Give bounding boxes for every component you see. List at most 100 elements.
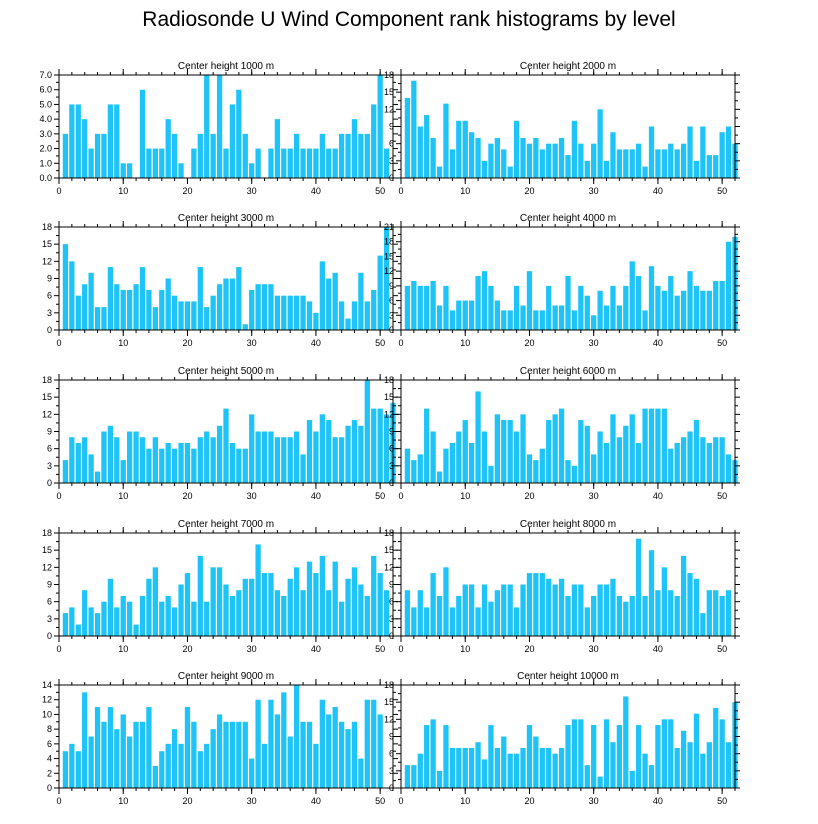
histogram-bar bbox=[191, 448, 197, 483]
histogram-bar bbox=[526, 143, 533, 178]
x-tick-label: 30 bbox=[589, 491, 599, 501]
histogram-bar bbox=[88, 607, 94, 636]
histogram-bar bbox=[94, 707, 101, 788]
histogram-bar bbox=[345, 133, 351, 178]
histogram-bar bbox=[332, 561, 338, 636]
histogram-bar bbox=[249, 163, 255, 178]
y-tick-label: 9 bbox=[47, 274, 52, 284]
histogram-panel: Center height 1000 m 0.0 1.0 2.0 3.0 4.0 5.0 6.… bbox=[39, 61, 398, 196]
histogram-bar bbox=[75, 442, 81, 483]
x-tick-label: 40 bbox=[653, 338, 663, 348]
histogram-bar bbox=[494, 300, 500, 330]
histogram-bar bbox=[120, 163, 126, 178]
histogram-bar bbox=[383, 227, 390, 330]
histogram-bar bbox=[152, 437, 158, 483]
histogram-bar bbox=[526, 725, 533, 788]
histogram-bar bbox=[371, 289, 377, 330]
histogram-bar bbox=[417, 126, 423, 178]
histogram-bar bbox=[513, 120, 520, 178]
histogram-bar bbox=[94, 307, 101, 330]
histogram-bar bbox=[584, 295, 590, 330]
histogram-bar bbox=[713, 707, 719, 788]
histogram-bar bbox=[178, 163, 184, 178]
histogram-bar bbox=[75, 751, 81, 788]
histogram-bar bbox=[680, 730, 687, 788]
histogram-bar bbox=[114, 104, 120, 178]
histogram-bar bbox=[229, 721, 236, 788]
histogram-bar bbox=[680, 555, 687, 636]
histogram-bar bbox=[229, 595, 236, 636]
x-tick-label: 0 bbox=[398, 338, 403, 348]
y-tick-label: 4.0 bbox=[39, 114, 52, 124]
histogram-bar bbox=[533, 460, 539, 483]
histogram-bar bbox=[210, 729, 216, 788]
y-tick-label: 18 bbox=[384, 528, 394, 538]
histogram-bar bbox=[700, 290, 706, 330]
histogram-bar bbox=[255, 699, 261, 788]
histogram-bar bbox=[706, 590, 712, 636]
histogram-bar bbox=[107, 578, 114, 636]
histogram-bar bbox=[539, 747, 545, 788]
histogram-bar bbox=[481, 271, 488, 330]
histogram-bar bbox=[591, 725, 597, 788]
histogram-bar bbox=[371, 555, 377, 636]
histogram-bar bbox=[623, 149, 629, 178]
histogram-bar bbox=[546, 143, 552, 178]
histogram-bar bbox=[332, 707, 338, 788]
histogram-bar bbox=[546, 420, 552, 483]
histogram-bar bbox=[591, 143, 597, 178]
x-tick-label: 0 bbox=[56, 186, 61, 196]
histogram-bar bbox=[210, 295, 216, 330]
x-tick-label: 40 bbox=[653, 796, 663, 806]
histogram-bar bbox=[242, 578, 248, 636]
histogram-bar bbox=[281, 295, 287, 330]
y-tick-label: 15 bbox=[42, 392, 52, 402]
histogram-bar bbox=[680, 143, 687, 178]
x-tick-label: 30 bbox=[589, 644, 599, 654]
histogram-bar bbox=[358, 133, 364, 178]
histogram-bar bbox=[287, 578, 293, 636]
histogram-bar bbox=[152, 148, 158, 178]
histogram-bar bbox=[274, 590, 281, 636]
histogram-bar bbox=[629, 595, 635, 636]
histogram-bar bbox=[693, 578, 700, 636]
histogram-bar bbox=[507, 166, 513, 178]
histogram-bar bbox=[184, 301, 191, 330]
histogram-bar bbox=[94, 133, 101, 178]
histogram-bar bbox=[578, 719, 584, 788]
histogram-bar bbox=[578, 285, 584, 330]
panel-title: Center height 2000 m bbox=[520, 61, 616, 72]
x-tick-label: 40 bbox=[653, 644, 663, 654]
histogram-bar bbox=[603, 305, 610, 330]
histogram-bar bbox=[88, 736, 94, 788]
histogram-bar bbox=[507, 310, 513, 330]
histogram-bar bbox=[584, 160, 590, 178]
histogram-bar bbox=[558, 578, 565, 636]
histogram-bar bbox=[424, 408, 430, 483]
x-tick-label: 20 bbox=[182, 796, 192, 806]
histogram-bar bbox=[648, 408, 655, 483]
histogram-bar bbox=[383, 148, 390, 178]
histogram-bar bbox=[668, 276, 674, 330]
histogram-bar bbox=[693, 160, 700, 178]
histogram-bar bbox=[533, 310, 539, 330]
histogram-bar bbox=[449, 149, 456, 178]
histogram-bar bbox=[268, 573, 274, 636]
histogram-bar bbox=[319, 699, 325, 788]
histogram-bar bbox=[139, 721, 146, 788]
histogram-bar bbox=[127, 289, 133, 330]
histogram-bar bbox=[377, 75, 383, 178]
histogram-bar bbox=[578, 143, 584, 178]
histogram-bar bbox=[313, 148, 319, 178]
histogram-bar bbox=[648, 126, 655, 178]
histogram-bar bbox=[171, 295, 178, 330]
histogram-bar bbox=[300, 721, 306, 788]
histogram-bar bbox=[597, 290, 603, 330]
histogram-bar bbox=[700, 613, 706, 636]
histogram-bar bbox=[223, 278, 229, 330]
histogram-bar bbox=[69, 607, 75, 636]
histogram-bar bbox=[623, 601, 629, 636]
x-tick-label: 50 bbox=[375, 644, 385, 654]
histogram-bar bbox=[287, 148, 293, 178]
y-tick-label: 3.0 bbox=[39, 129, 52, 139]
